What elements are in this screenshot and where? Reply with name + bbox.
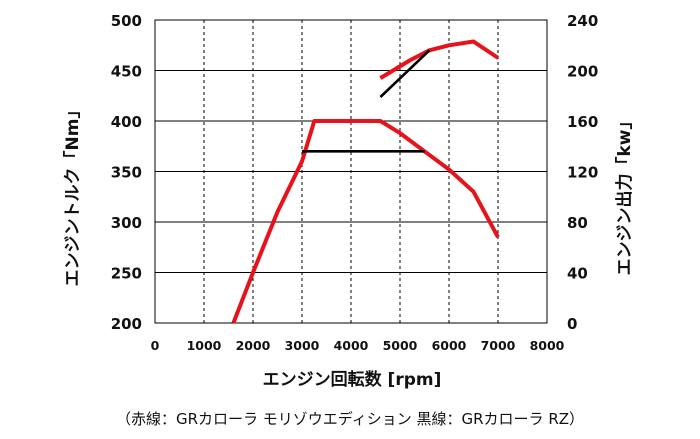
y-right-tick-label: 0 bbox=[567, 315, 577, 333]
grid bbox=[154, 19, 548, 324]
x-tick-label: 0 bbox=[151, 338, 160, 353]
red-torque-line bbox=[231, 119, 500, 324]
y-left-tick-label: 200 bbox=[111, 315, 142, 333]
y-right-tick-label: 80 bbox=[567, 214, 588, 232]
x-tick-label: 7000 bbox=[481, 338, 516, 353]
x-tick-label: 5000 bbox=[383, 338, 418, 353]
y-right-tick-label: 200 bbox=[567, 63, 598, 81]
x-axis-title: エンジン回転数 [rpm] bbox=[263, 369, 442, 390]
y-right-tick-label: 160 bbox=[567, 113, 598, 131]
black-power-line bbox=[379, 49, 431, 98]
series-lines bbox=[231, 39, 500, 324]
y-left-tick-label: 500 bbox=[111, 12, 142, 30]
y-left-tick-label: 350 bbox=[111, 164, 142, 182]
y-right-tick-label: 120 bbox=[567, 164, 598, 182]
y-axis-right-title: エンジン出力「kw」 bbox=[614, 112, 635, 275]
x-tick-label: 6000 bbox=[432, 338, 467, 353]
y-left-tick-label: 250 bbox=[111, 265, 142, 283]
y-left-tick-label: 450 bbox=[111, 63, 142, 81]
y-right-tick-label: 40 bbox=[567, 265, 588, 283]
x-tick-label: 3000 bbox=[285, 338, 320, 353]
tick-labels: 0 1000 2000 3000 4000 5000 6000 7000 80002002503… bbox=[111, 12, 599, 353]
x-tick-label: 2000 bbox=[236, 338, 271, 353]
y-right-tick-label: 240 bbox=[567, 12, 598, 30]
red-power-line bbox=[379, 39, 500, 80]
chart-caption: （赤線：GRカローラ モリゾウエディション 黒線：GRカローラ RZ） bbox=[116, 410, 584, 428]
x-tick-label: 8000 bbox=[530, 338, 565, 353]
y-left-tick-label: 300 bbox=[111, 214, 142, 232]
y-axis-left-title: エンジントルク「Nm」 bbox=[62, 102, 83, 287]
y-left-tick-label: 400 bbox=[111, 113, 142, 131]
x-tick-label: 4000 bbox=[334, 338, 369, 353]
x-tick-label: 1000 bbox=[187, 338, 222, 353]
plot-border bbox=[154, 19, 548, 324]
